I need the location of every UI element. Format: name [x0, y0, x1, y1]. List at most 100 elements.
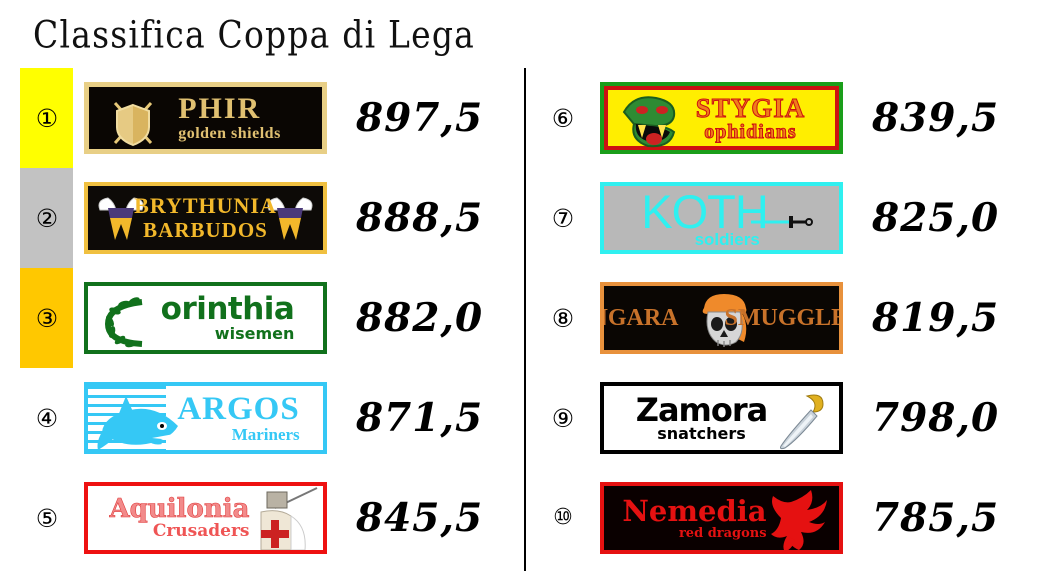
team-score: 871,5: [356, 395, 484, 441]
sword-icon: [751, 216, 813, 228]
team-score: 798,0: [872, 395, 1000, 441]
standings-row: ⑦ KOTH soldiers: [534, 168, 1034, 268]
team-name: KOTH: [641, 185, 769, 238]
rank-number: ⑦: [551, 203, 575, 233]
rank-cell: ③: [18, 268, 76, 368]
score-cell: 871,5: [338, 395, 518, 441]
team-score: 825,0: [872, 195, 1000, 241]
rank-cell: ⑥: [534, 68, 592, 168]
rank-number: ③: [35, 303, 59, 333]
rank-number: ①: [35, 103, 59, 133]
rank-number: ⑨: [551, 403, 575, 433]
team-logo-cell: ARGOS Mariners: [76, 382, 338, 454]
team-logo-phir: PHIR golden shields: [84, 82, 327, 154]
score-cell: 882,0: [338, 295, 518, 341]
team-name: ZINGARA: [604, 305, 679, 331]
team-name: ARGOS: [177, 391, 300, 427]
team-logo-cell: Aquilonia Crusaders: [76, 482, 338, 554]
score-cell: 845,5: [338, 495, 518, 541]
team-name: Zamora: [635, 391, 768, 429]
score-cell: 897,5: [338, 95, 518, 141]
laurel-wreath-icon: [104, 297, 143, 348]
standings-row: ⑨ Zamora snatchers: [534, 368, 1034, 468]
team-score: 882,0: [356, 295, 484, 341]
team-logo-cell: ZINGARA SMUGGLERS: [592, 282, 854, 354]
rank-number: ⑤: [35, 503, 59, 533]
team-logo-zamora: Zamora snatchers: [600, 382, 843, 454]
medal-strip-bronze: [20, 268, 73, 368]
standings-row: ⑥ STYGIA: [534, 68, 1034, 168]
standings-row: ③: [18, 268, 518, 368]
team-name: orinthia: [160, 291, 295, 327]
standings-row: ① PHIR golden shields: [18, 68, 518, 168]
medal-strip-silver: [20, 168, 73, 268]
score-cell: 819,5: [854, 295, 1034, 341]
team-logo-nemedia: Nemedia red dragons: [600, 482, 843, 554]
standings-row: ⑤ Aquilonia Crusaders: [18, 468, 518, 568]
shield-swords-icon: [113, 101, 153, 147]
team-logo-cell: Nemedia red dragons: [592, 482, 854, 554]
team-logo-cell: Zamora snatchers: [592, 382, 854, 454]
team-score: 897,5: [356, 95, 484, 141]
score-cell: 785,5: [854, 495, 1034, 541]
team-logo-cell: STYGIA ophidians: [592, 82, 854, 154]
team-subtitle: Crusaders: [152, 521, 250, 541]
rank-number: ④: [35, 403, 59, 433]
team-logo-aquilonia: Aquilonia Crusaders: [84, 482, 327, 554]
pirate-skull-icon: [702, 294, 747, 347]
dragon-icon: [771, 490, 827, 550]
shark-icon: [97, 396, 178, 450]
team-subtitle: SMUGGLERS: [724, 305, 839, 331]
rank-cell: ⑧: [534, 268, 592, 368]
rank-number: ⑧: [551, 303, 575, 333]
rank-number: ②: [35, 203, 59, 233]
rank-number: ⑩: [553, 505, 573, 530]
rank-cell: ⑦: [534, 168, 592, 268]
standings-right-column: ⑥ STYGIA: [534, 68, 1034, 568]
viking-head-icon: [267, 197, 313, 240]
team-subtitle: snatchers: [657, 424, 746, 443]
team-name: Aquilonia: [109, 494, 250, 524]
standings-left-column: ① PHIR golden shields: [18, 68, 518, 568]
team-name: STYGIA: [695, 92, 806, 123]
rank-cell: ①: [18, 68, 76, 168]
team-subtitle: ophidians: [704, 120, 797, 143]
team-logo-cell: PHIR golden shields: [76, 82, 338, 154]
team-name: Nemedia: [622, 493, 767, 528]
standings-row: ⑩ Nemedia red dragons: [534, 468, 1034, 568]
score-cell: 888,5: [338, 195, 518, 241]
rank-cell: ④: [18, 368, 76, 468]
team-score: 888,5: [356, 195, 484, 241]
standings-row: ②: [18, 168, 518, 268]
team-subtitle: golden shields: [178, 125, 281, 142]
team-score: 845,5: [356, 495, 484, 541]
page-title: Classifica Coppa di Lega: [33, 13, 476, 57]
score-cell: 839,5: [854, 95, 1034, 141]
team-subtitle: red dragons: [678, 525, 767, 541]
team-subtitle: soldiers: [694, 230, 760, 249]
team-name: BRYTHUNIA: [134, 193, 277, 218]
team-logo-brythunia: BRYTHUNIA BARBUDOS: [84, 182, 327, 254]
team-logo-argos: ARGOS Mariners: [84, 382, 327, 454]
viking-head-icon: [98, 197, 144, 240]
rank-number: ⑥: [551, 103, 575, 133]
rank-cell: ⑨: [534, 368, 592, 468]
team-score: 819,5: [872, 295, 1000, 341]
team-name: PHIR: [178, 92, 262, 125]
medal-strip-gold: [20, 68, 73, 168]
team-subtitle: BARBUDOS: [143, 218, 268, 242]
column-divider: [524, 68, 526, 571]
team-subtitle: Mariners: [231, 425, 300, 444]
team-subtitle: wisemen: [214, 324, 295, 343]
score-cell: 798,0: [854, 395, 1034, 441]
score-cell: 825,0: [854, 195, 1034, 241]
team-score: 839,5: [872, 95, 1000, 141]
team-logo-cell: orinthia wisemen: [76, 282, 338, 354]
team-logo-stygia: STYGIA ophidians: [600, 82, 843, 154]
rank-cell: ⑩: [534, 468, 592, 568]
dagger-icon: [780, 394, 824, 450]
rank-cell: ②: [18, 168, 76, 268]
team-logo-koth: KOTH soldiers: [600, 182, 843, 254]
snake-head-icon: [622, 96, 676, 148]
